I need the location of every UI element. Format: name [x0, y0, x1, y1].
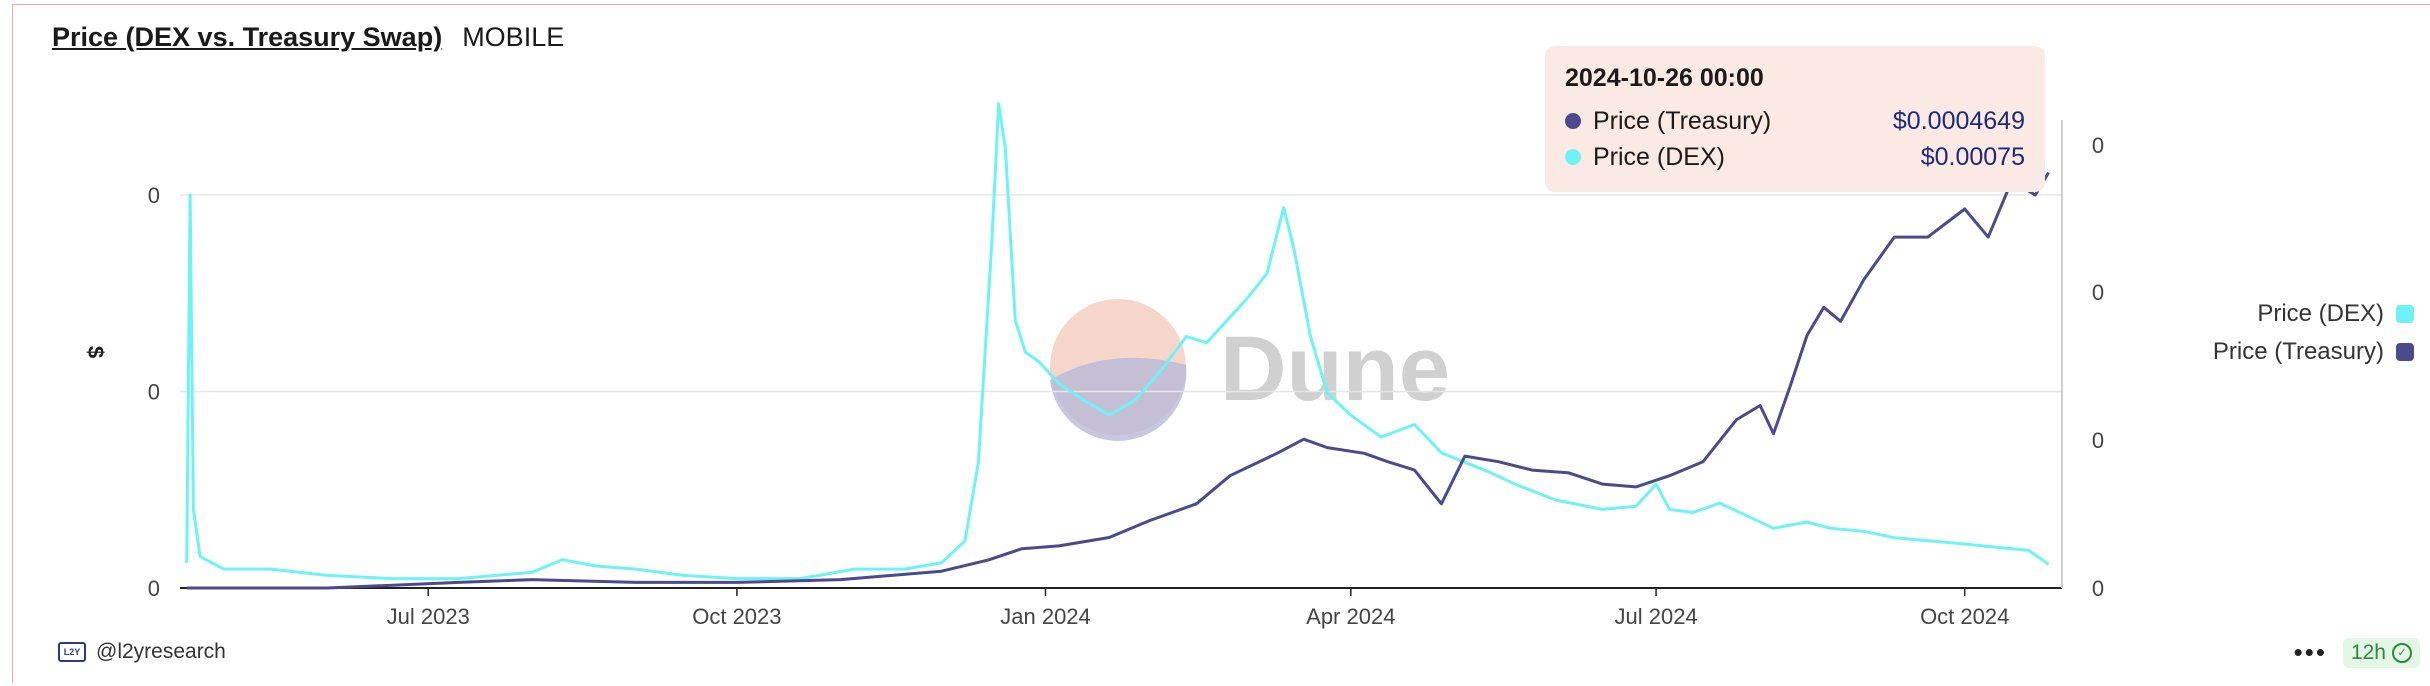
axes: 0 0 0 0 0 0 0 Jul 2023 Oct 2023 Jan 2024 Apr 2024 J… [148, 120, 2104, 629]
tooltip-value: $0.0004649 [1892, 106, 2025, 135]
x-tick-label: Oct 2023 [692, 604, 781, 629]
hover-tooltip: 2024-10-26 00:00 Price (Treasury) $0.000… [1545, 46, 2045, 192]
tooltip-name: Price (Treasury) [1593, 106, 1772, 135]
x-tick-label: Oct 2024 [1920, 604, 2009, 629]
legend-label: Price (DEX) [2257, 300, 2384, 327]
y-right-tick-label: 0 [2092, 576, 2104, 601]
y-left-tick-label: 0 [148, 380, 160, 405]
tooltip-name: Price (DEX) [1593, 142, 1725, 171]
grid-lines [180, 194, 2062, 393]
chart-header: Price (DEX vs. Treasury Swap) MOBILE [52, 22, 564, 53]
treasury-dot-icon [1565, 113, 1581, 129]
watermark-text: Dune [1220, 318, 1450, 420]
footer-actions: ••• 12h ✓ [2294, 637, 2420, 668]
x-tick-label: Jan 2024 [1000, 604, 1091, 629]
tooltip-value: $0.00075 [1920, 142, 2025, 171]
x-tick-label: Apr 2024 [1306, 604, 1395, 629]
y-axis-label: $ [83, 346, 108, 358]
dune-logo-wedge [1050, 357, 1187, 441]
dune-watermark: Dune [1050, 299, 1450, 441]
tooltip-row-dex: Price (DEX) $0.00075 [1565, 139, 2025, 175]
author-link[interactable]: @l2yresearch [96, 640, 226, 663]
legend-swatch-icon [2396, 343, 2414, 361]
y-right-tick-label: 0 [2092, 428, 2104, 453]
y-right-tick-label: 0 [2092, 133, 2104, 158]
l2y-logo-icon: L2Y [58, 642, 86, 662]
x-tick-label: Jul 2024 [1614, 604, 1697, 629]
legend-swatch-icon [2396, 305, 2414, 323]
legend-label: Price (Treasury) [2212, 338, 2384, 365]
tooltip-row-treasury: Price (Treasury) $0.0004649 [1565, 103, 2025, 139]
dex-price-line [185, 102, 2050, 581]
more-options-icon[interactable]: ••• [2293, 637, 2327, 667]
chart-legend: Price (DEX) Price (Treasury) [2213, 300, 2414, 366]
dex-dot-icon [1565, 149, 1581, 165]
chart-title[interactable]: Price (DEX vs. Treasury Swap) [52, 22, 443, 52]
legend-item-dex[interactable]: Price (DEX) [2257, 300, 2414, 328]
legend-item-treasury[interactable]: Price (Treasury) [2213, 338, 2414, 366]
series-lines [185, 102, 2050, 590]
x-tick-label: Jul 2023 [387, 604, 470, 629]
y-right-tick-label: 0 [2092, 280, 2104, 305]
check-circle-icon: ✓ [2392, 642, 2412, 663]
refresh-badge[interactable]: 12h ✓ [2342, 637, 2420, 668]
tooltip-date: 2024-10-26 00:00 [1565, 64, 1764, 92]
refresh-interval: 12h [2350, 640, 2386, 664]
y-left-tick-label: 0 [148, 576, 160, 601]
chart-subtitle: MOBILE [462, 22, 565, 52]
footer-attribution: L2Y @l2yresearch [58, 640, 226, 664]
treasury-price-line [186, 171, 2050, 590]
chart-card-frame [12, 4, 2430, 683]
y-left-tick-label: 0 [148, 183, 160, 208]
